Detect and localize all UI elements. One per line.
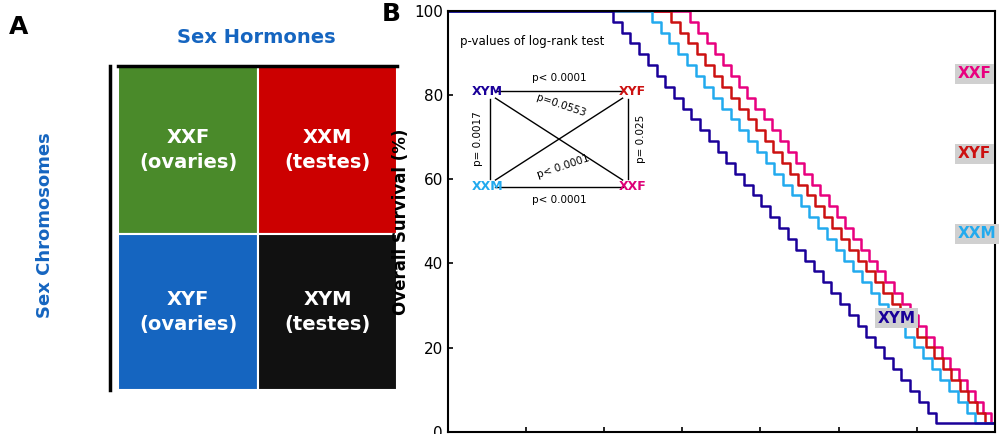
Y-axis label: Overall Survival (%): Overall Survival (%) <box>392 128 410 315</box>
Text: XXM
(testes): XXM (testes) <box>285 128 371 172</box>
Bar <box>118 66 258 234</box>
Bar <box>118 234 258 390</box>
Bar <box>258 234 397 390</box>
Text: XYM: XYM <box>878 311 916 326</box>
Text: Sex Hormones: Sex Hormones <box>177 28 335 47</box>
Text: XYM
(testes): XYM (testes) <box>285 290 371 334</box>
Text: XXF
(ovaries): XXF (ovaries) <box>139 128 237 172</box>
Text: XXM: XXM <box>958 227 996 241</box>
Text: XYF: XYF <box>958 147 991 161</box>
Bar <box>258 66 397 234</box>
Text: B: B <box>382 3 401 26</box>
Text: XXF: XXF <box>958 66 992 82</box>
Text: Sex Chromosomes: Sex Chromosomes <box>36 133 54 319</box>
Text: XYF
(ovaries): XYF (ovaries) <box>139 290 237 334</box>
Text: A: A <box>9 15 28 39</box>
